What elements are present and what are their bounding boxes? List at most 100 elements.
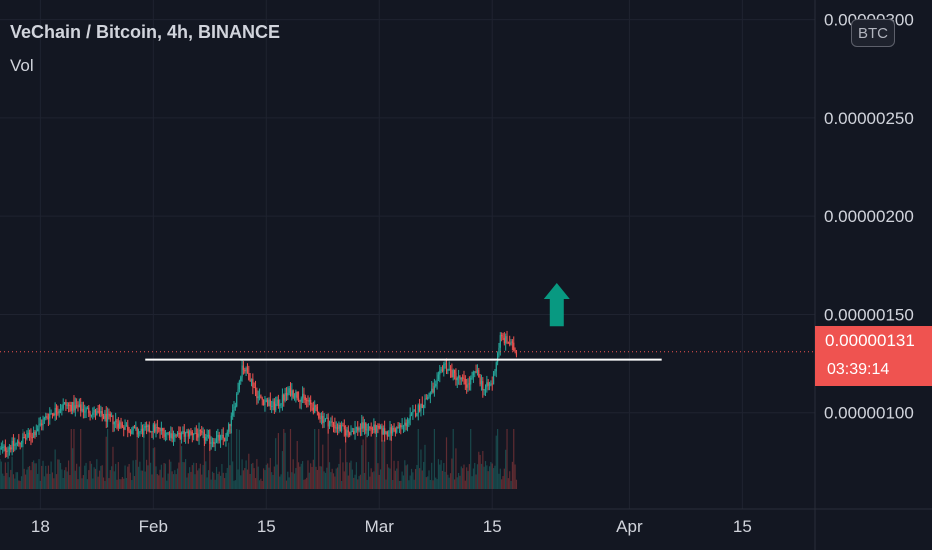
candle-body — [215, 437, 218, 443]
candle-body — [501, 335, 503, 337]
volume-bar — [392, 480, 394, 489]
volume-bar — [242, 470, 245, 489]
candle-body — [401, 425, 403, 428]
candle-body — [234, 406, 236, 408]
volume-bar — [101, 465, 103, 489]
volume-bar — [486, 465, 488, 489]
volume-bar — [506, 429, 508, 489]
candle-body — [18, 441, 20, 444]
candle-body — [361, 422, 363, 429]
volume-bar — [381, 440, 383, 489]
volume-bar — [311, 466, 313, 489]
volume-bar — [50, 461, 52, 489]
candle-body — [429, 392, 431, 397]
candle-body — [57, 412, 59, 414]
volume-bar — [206, 477, 208, 489]
volume-bar — [447, 474, 449, 489]
candle-body — [38, 424, 40, 429]
volume-bar — [195, 463, 197, 489]
volume-bar — [388, 467, 390, 489]
volume-bar — [359, 474, 362, 489]
candle-body — [28, 432, 31, 435]
time-axis[interactable]: 18 Feb 15 Mar 15 Apr 15 — [31, 517, 752, 536]
candle-body — [307, 400, 309, 402]
time-tick-label: Mar — [365, 517, 395, 536]
volume-bar — [65, 467, 67, 489]
volume-bar — [419, 468, 421, 489]
up-arrow-icon[interactable] — [543, 282, 570, 327]
volume-bar — [491, 463, 493, 489]
candle-body — [324, 418, 327, 421]
volume-bar — [357, 479, 359, 489]
volume-bar — [480, 463, 483, 489]
currency-badge[interactable]: BTC — [851, 19, 895, 47]
volume-bar — [92, 478, 94, 489]
candle-body — [184, 431, 187, 437]
candle-body — [140, 428, 142, 432]
candle-body — [125, 425, 128, 427]
candle-body — [322, 415, 324, 423]
volume-bar — [264, 470, 266, 489]
volume-bar — [47, 465, 50, 489]
volume-bar — [238, 429, 240, 489]
volume-indicator-label[interactable]: Vol — [10, 56, 34, 75]
volume-bar — [43, 476, 45, 489]
volume-bar — [380, 469, 382, 489]
volume-bar — [261, 480, 263, 489]
volume-bar — [459, 475, 461, 489]
volume-bar — [8, 477, 11, 489]
candle-body — [470, 377, 472, 385]
candle-body — [51, 413, 54, 415]
candle-body — [433, 386, 435, 393]
volume-bar — [258, 480, 261, 489]
volume-bar — [330, 472, 332, 489]
candle-body — [279, 404, 281, 406]
volume-bar — [59, 462, 62, 489]
candle-body — [440, 369, 442, 371]
candle-body — [297, 398, 300, 401]
volume-bar — [241, 459, 243, 489]
volume-bar — [93, 467, 95, 489]
volume-bar — [468, 464, 470, 489]
volume-bar — [167, 473, 169, 489]
volume-bar — [69, 475, 71, 489]
candle-body — [124, 426, 126, 430]
candle-body — [277, 399, 279, 406]
volume-bar — [281, 451, 284, 489]
volume-bar — [124, 465, 126, 489]
candle-body — [424, 398, 426, 405]
candle-body — [201, 431, 203, 433]
candle-body — [82, 408, 84, 413]
volume-bar — [345, 436, 347, 489]
candle-body — [156, 427, 158, 429]
volume-bar — [471, 476, 473, 489]
volume-bar — [233, 480, 235, 489]
volume-bar — [182, 462, 184, 489]
volume-bar — [366, 479, 368, 489]
time-tick-label: 15 — [733, 517, 752, 536]
volume-bar — [98, 470, 101, 489]
volume-bar — [425, 477, 427, 489]
volume-bar — [49, 473, 51, 489]
candle-body — [369, 426, 371, 428]
candle-body — [466, 384, 468, 388]
candle-body — [380, 426, 382, 429]
volume-bar — [479, 454, 481, 489]
price-axis[interactable]: 0.00000100 0.00000150 0.00000200 0.00000250… — [824, 11, 914, 423]
volume-bar — [191, 465, 193, 489]
volume-bar — [355, 462, 357, 489]
candle-body — [330, 421, 332, 423]
candle-body — [462, 377, 464, 379]
candle-body — [221, 434, 223, 436]
volume-bar — [20, 476, 23, 489]
candle-body — [209, 434, 211, 444]
volume-bar — [23, 468, 25, 489]
volume-bar — [164, 463, 167, 489]
candle-body — [354, 428, 356, 434]
candle-body — [96, 411, 98, 416]
candle-body — [332, 422, 335, 426]
candle-body — [269, 399, 271, 407]
candle-body — [73, 402, 75, 411]
candle-body — [47, 417, 50, 419]
